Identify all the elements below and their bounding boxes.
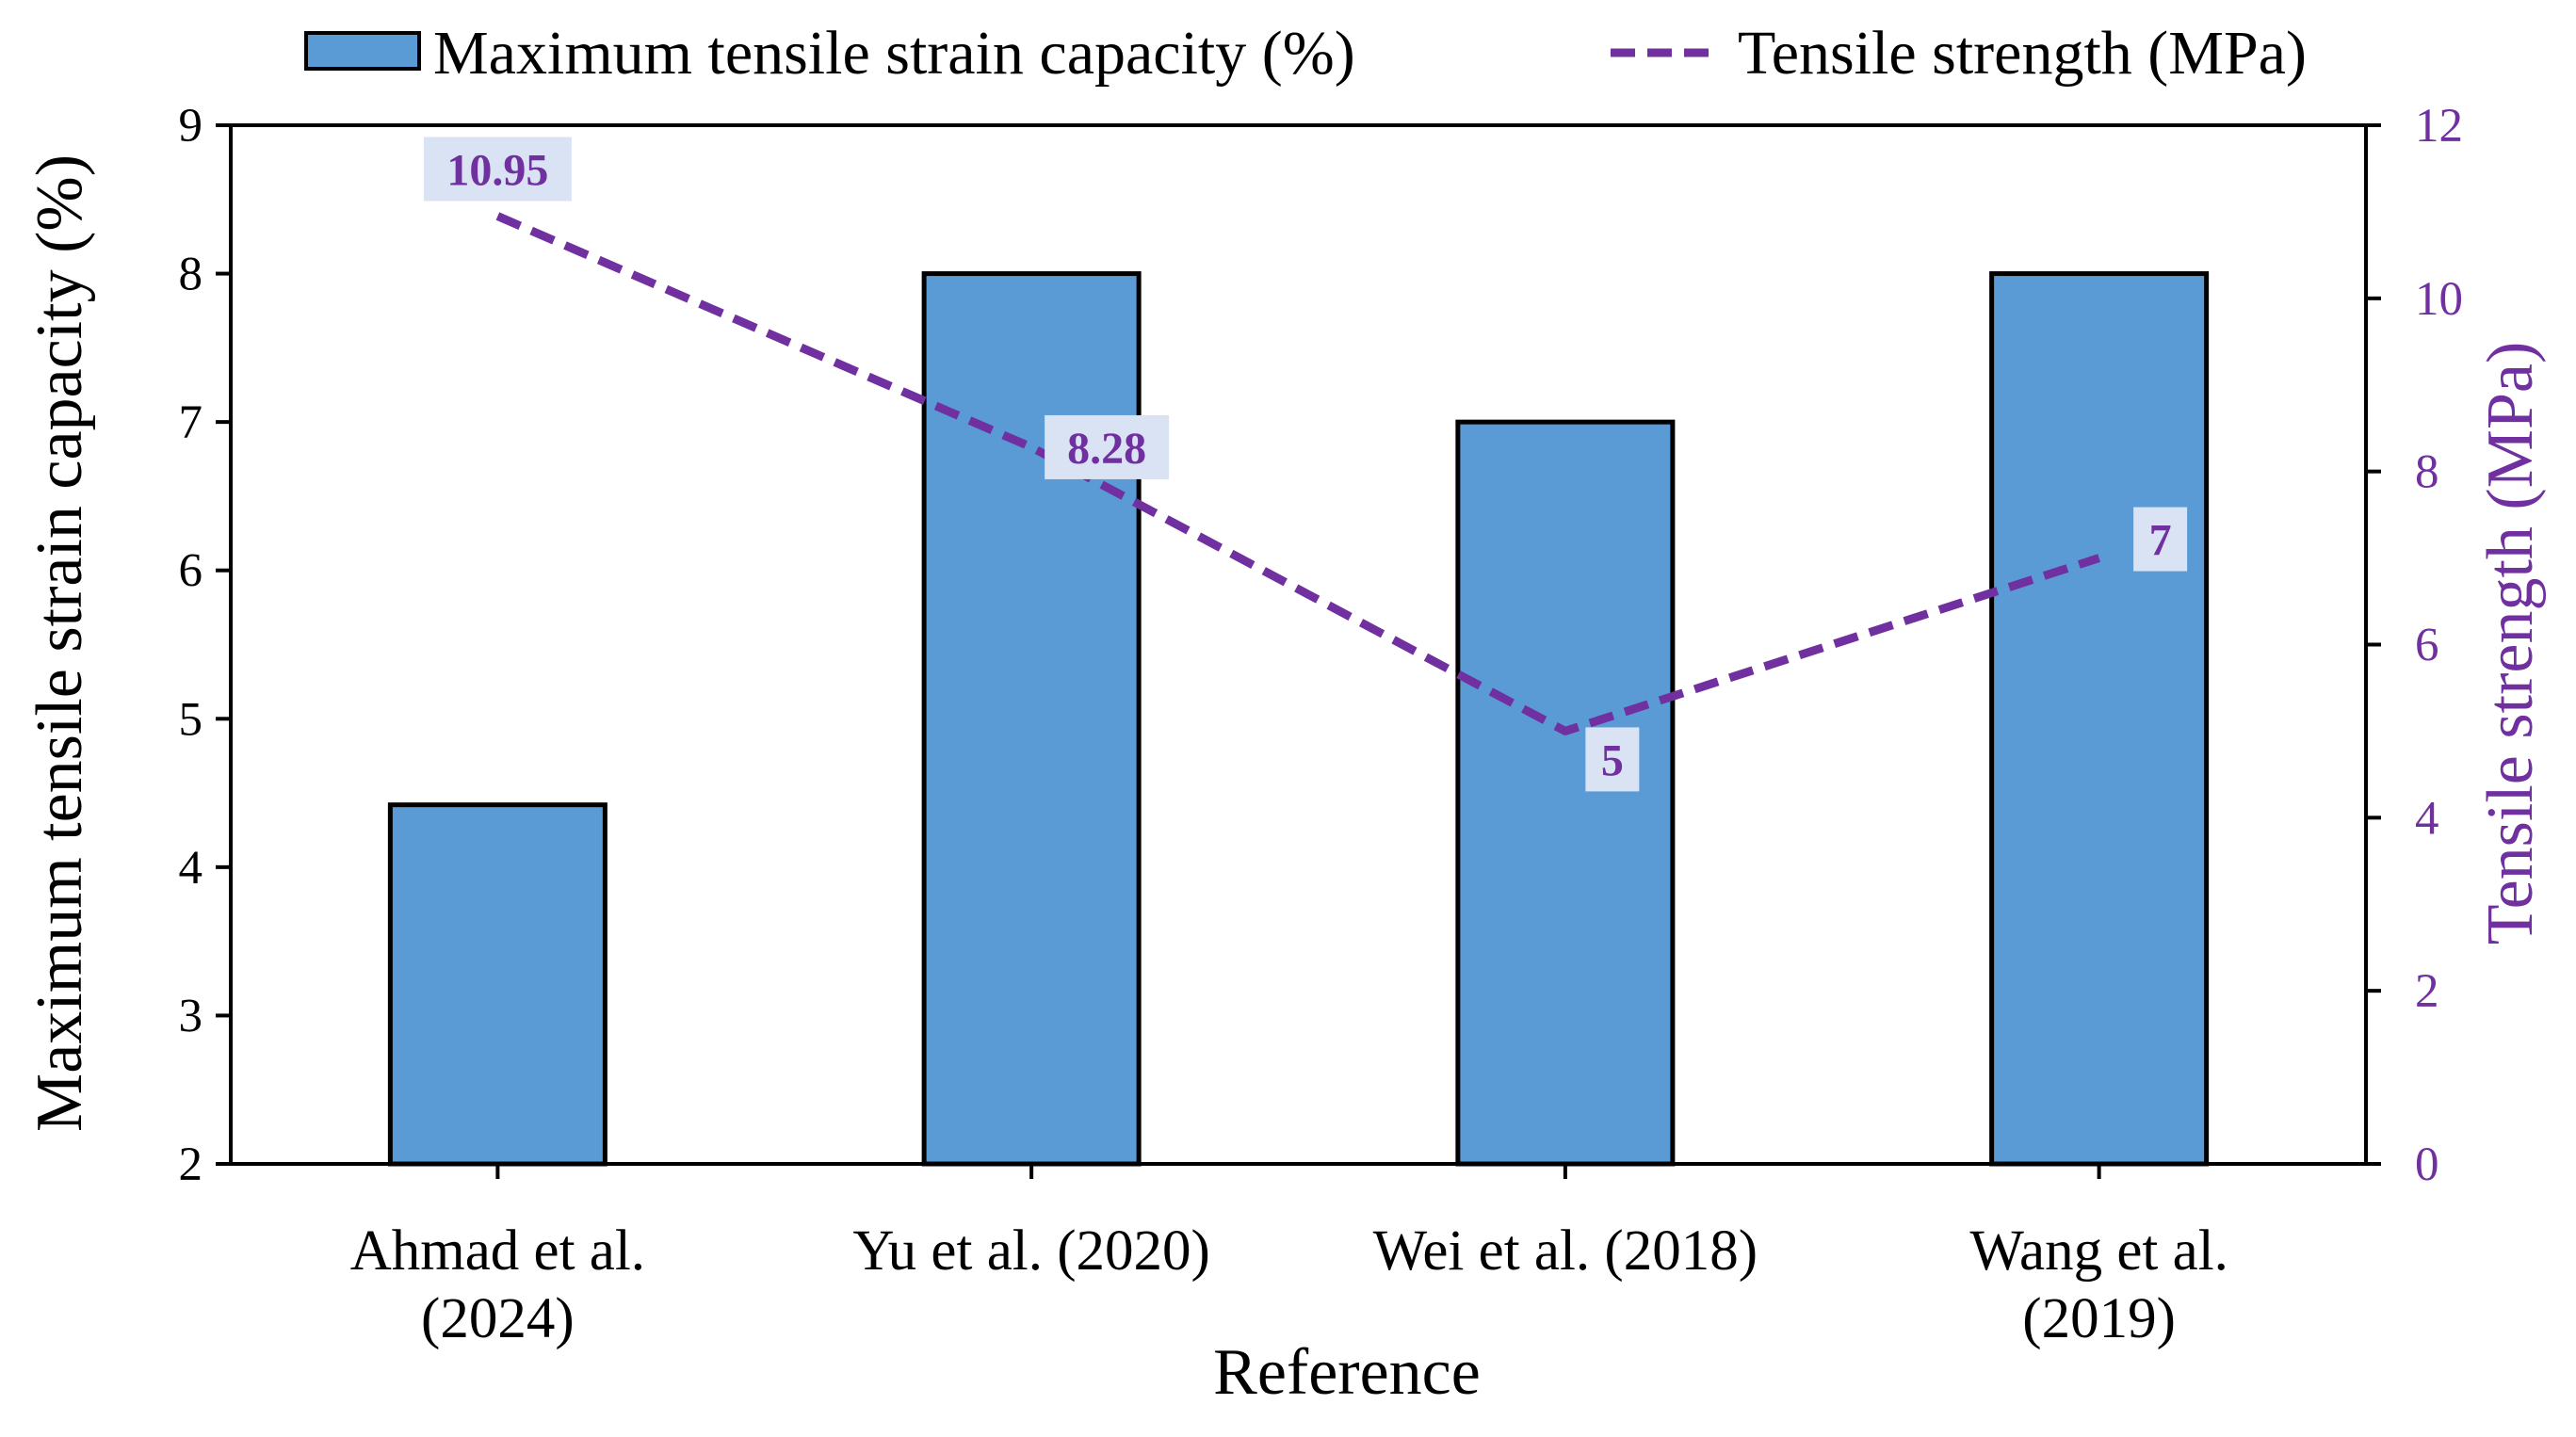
data-label-4: 7 xyxy=(2133,507,2188,572)
x-tick-label: Wang et al. xyxy=(1969,1219,2228,1283)
x-tick-label: Wei et al. (2018) xyxy=(1373,1219,1758,1283)
bar-2 xyxy=(921,271,1142,1167)
legend-bar-label: Maximum tensile strain capacity (%) xyxy=(433,19,1355,88)
bar-3 xyxy=(1455,419,1676,1167)
bars xyxy=(387,271,2210,1167)
data-label-2: 8.28 xyxy=(1045,414,1170,479)
y-left-tick-label: 6 xyxy=(179,545,203,598)
data-label-1: 10.95 xyxy=(423,137,572,202)
y-right-tick-label: 0 xyxy=(2415,1138,2439,1191)
data-label-box xyxy=(423,137,572,202)
x-tick-label: (2019) xyxy=(2022,1287,2176,1350)
data-label-box xyxy=(1585,727,1640,792)
data-label-text: 5 xyxy=(1601,735,1624,785)
y-right-tick-label: 6 xyxy=(2415,620,2439,672)
y-left-tick-label: 8 xyxy=(179,249,203,301)
y-right-tick-label: 12 xyxy=(2415,100,2463,153)
data-label-box xyxy=(2133,507,2188,572)
y-left-tick-label: 4 xyxy=(179,842,203,895)
x-tick-label: Yu et al. (2020) xyxy=(852,1219,1209,1283)
y-left-tick-label: 3 xyxy=(179,990,203,1042)
data-label-3: 5 xyxy=(1585,727,1640,792)
y-left-tick-label: 7 xyxy=(179,396,203,449)
legend-line-label: Tensile strength (MPa) xyxy=(1738,19,2307,88)
y-right-tick-label: 8 xyxy=(2415,446,2439,499)
y-axis-left-title: Maximum tensile strain capacity (%) xyxy=(24,154,96,1132)
y-axis-right-title: Tensile strength (MPa) xyxy=(2474,342,2547,945)
y-left-tick-label: 9 xyxy=(179,100,203,153)
y-left-tick-label: 2 xyxy=(179,1138,203,1191)
ticks: 2 3 4 5 6 7 8 9 0 2 4 6 8 10 12 Ahmad et al.(2024) Yu et… xyxy=(179,100,2464,1350)
data-label-text: 8.28 xyxy=(1067,424,1146,474)
x-axis-title: Reference xyxy=(1213,1336,1481,1409)
bar-1 xyxy=(387,802,608,1167)
y-right-tick-label: 4 xyxy=(2415,792,2439,845)
tensile-strength-line-layer xyxy=(495,212,2101,735)
legend: Maximum tensile strain capacity (%) Tens… xyxy=(304,19,2307,88)
data-labels: 10.95 8.28 5 7 xyxy=(423,137,2188,792)
x-tick-label: Ahmad et al. xyxy=(350,1219,645,1283)
legend-bar-swatch xyxy=(304,31,421,71)
data-label-box xyxy=(1045,414,1170,479)
y-left-tick-label: 5 xyxy=(179,693,203,746)
y-right-tick-label: 2 xyxy=(2415,965,2439,1018)
tensile-strength-line xyxy=(495,212,2101,735)
bar-4 xyxy=(1989,271,2210,1167)
data-label-text: 7 xyxy=(2149,516,2172,566)
data-label-text: 10.95 xyxy=(446,146,548,196)
y-right-tick-label: 10 xyxy=(2415,273,2463,326)
x-tick-label: (2024) xyxy=(421,1287,575,1350)
